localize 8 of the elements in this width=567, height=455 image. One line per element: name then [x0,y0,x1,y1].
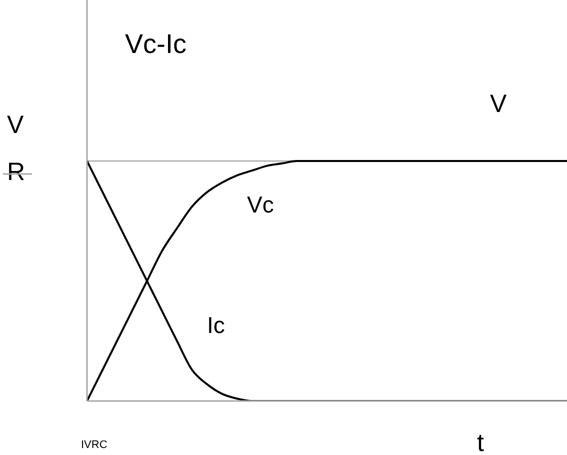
text: V [7,111,24,139]
annotation: V [490,90,507,118]
series-label: Vc [247,192,274,218]
x-axis-title: t [477,429,484,455]
text: IVRC [81,439,108,451]
chart-title: Vc-Ic [125,29,187,59]
text: R [7,158,26,186]
series-label: Ic [207,312,225,338]
